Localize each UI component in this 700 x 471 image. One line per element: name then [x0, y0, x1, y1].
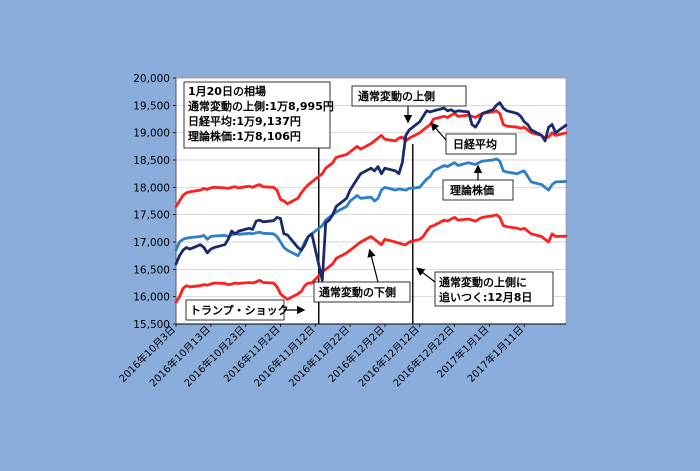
x-axis: 2016年10月3日2016年10月13日2016年10月23日2016年11月…: [116, 323, 566, 389]
annotation-nikkei-arrow: [430, 122, 447, 141]
y-tick-label-5: 18,000: [133, 182, 170, 194]
y-tick-label-9: 20,000: [133, 73, 170, 85]
y-tick-label-1: 16,000: [133, 292, 170, 304]
x-tick-label-10: 2017年1月11日: [464, 323, 526, 385]
x-tick-label-4: 2016年11月12日: [251, 323, 317, 389]
series-line-nikkei: [174, 101, 568, 282]
annotation-nikkei: 日経平均: [430, 122, 517, 155]
annotation-caught-up-arrow: [416, 267, 436, 283]
x-tick-label-2: 2016年10月23日: [181, 323, 247, 389]
annotation-trump-shock-label: トランプ・ショック: [190, 303, 289, 317]
x-tick-label-5: 2016年11月22日: [286, 323, 352, 389]
y-tick-label-4: 17,500: [133, 210, 170, 222]
series-line-upper: [174, 109, 568, 208]
y-tick-label-8: 19,500: [133, 100, 170, 112]
y-axis: 15,500 16,000 16,500 17,000 17,500 18,000 18,5…: [133, 73, 567, 331]
annotation-upper-band: 通常変動の上側: [351, 85, 467, 124]
series-line-lower: [174, 213, 568, 304]
annotation-upper-band-label: 通常変動の上側: [358, 89, 435, 103]
annotation-caught-up-frame: [434, 271, 554, 307]
annotation-caught-up-line2: 追いつく:12月8日: [439, 290, 532, 304]
annotation-lower-band: 通常変動の下側: [313, 248, 411, 303]
info-box-nikkei: 日経平均:1万9,137円: [188, 114, 301, 128]
annotation-trump-shock: トランプ・ショック: [185, 299, 306, 321]
annotation-nikkei-frame: [445, 133, 517, 155]
x-tick-label-1: 2016年10月13日: [147, 323, 213, 389]
y-tick-label-0: 15,500: [133, 319, 170, 331]
annotation-theory: 理論株価: [442, 164, 514, 201]
annotation-upper-band-frame: [351, 85, 467, 107]
annotation-theory-label: 理論株価: [450, 183, 494, 197]
annotation-nikkei-label: 日経平均: [453, 137, 497, 151]
info-box-theory: 理論株価:1万8,106円: [188, 129, 301, 143]
y-tick-label-6: 18,500: [133, 155, 170, 167]
annotation-lower-band-frame: [313, 281, 411, 303]
annotation-caught-up: 通常変動の上側に 追いつく:12月8日: [416, 267, 554, 307]
annotation-caught-up-line1: 通常変動の上側に: [439, 275, 527, 289]
annotation-lower-band-label: 通常変動の下側: [319, 285, 396, 299]
y-tick-label-7: 19,000: [133, 128, 170, 140]
info-box-upper: 通常変動の上側:1万8,995円: [188, 99, 334, 113]
y-tick-label-3: 17,000: [133, 237, 170, 249]
info-box: 1月20日の相場 通常変動の上側:1万8,995円 日経平均:1万9,137円 …: [183, 81, 334, 149]
info-box-frame: [183, 81, 331, 149]
info-box-date: 1月20日の相場: [188, 84, 266, 98]
y-tick-label-2: 16,500: [133, 264, 170, 276]
x-tick-label-8: 2016年12月22日: [390, 323, 456, 389]
series-lines: [174, 101, 568, 304]
x-tick-label-7: 2016年12月12日: [355, 323, 421, 389]
annotation-lower-band-arrow: [367, 248, 379, 283]
